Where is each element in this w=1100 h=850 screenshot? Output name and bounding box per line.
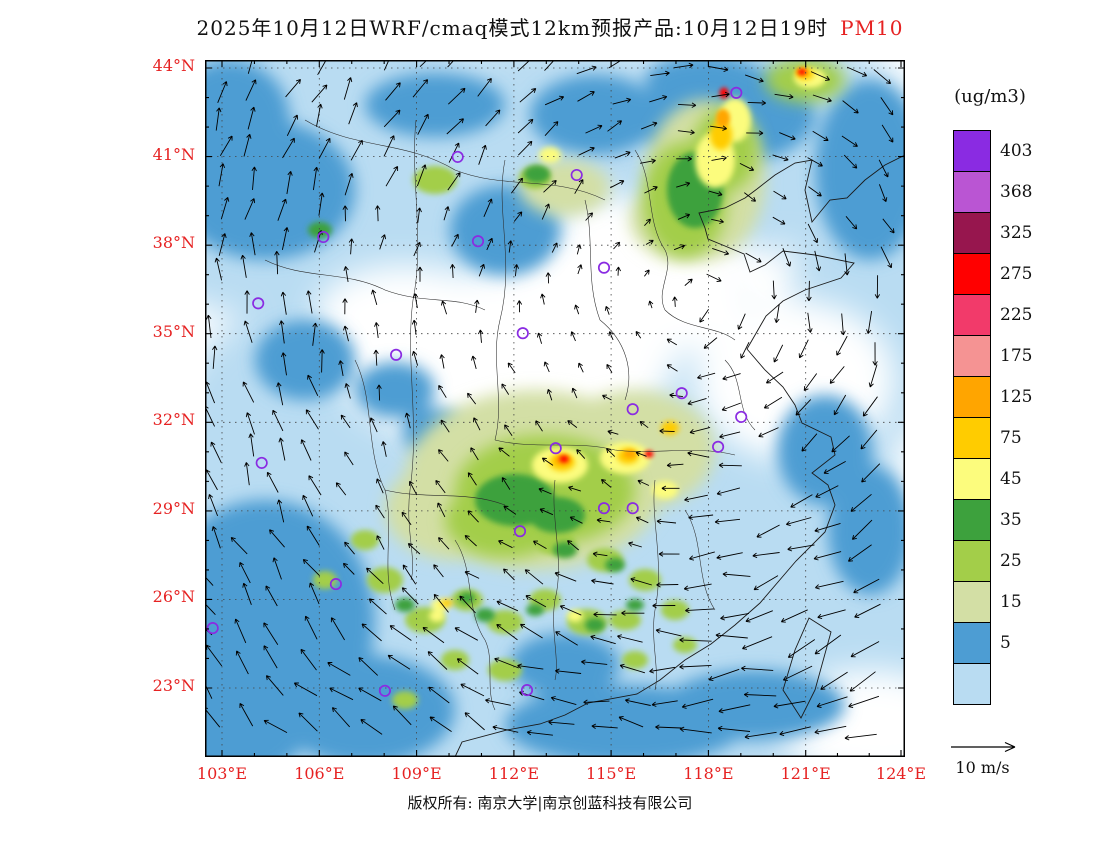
x-tick-label: 112°E — [488, 764, 539, 783]
taiwan-island — [782, 617, 832, 719]
graticule — [205, 60, 905, 757]
map-svg — [205, 60, 905, 757]
legend-color-box — [953, 581, 991, 623]
legend-level-label: 175 — [1000, 346, 1033, 366]
page-title: 2025年10月12日WRF/cmaq模式12km预报产品:10月12日19时 P… — [0, 12, 1100, 41]
legend-level-label: 5 — [1000, 633, 1011, 653]
legend-level-label: 35 — [1000, 510, 1022, 530]
legend-color-box — [953, 212, 991, 254]
station-marker — [378, 684, 391, 697]
station-marker — [520, 684, 534, 697]
legend-colorbar — [953, 130, 991, 705]
legend-color-box — [953, 130, 991, 172]
y-tick-label: 29°N — [152, 498, 195, 518]
legend-color-box — [953, 253, 991, 295]
legend-color-box — [953, 540, 991, 582]
station-marker — [735, 410, 748, 423]
station-marker — [626, 403, 639, 416]
title-pollutant: PM10 — [840, 16, 904, 40]
x-tick-label: 118°E — [683, 764, 734, 783]
station-marker — [516, 327, 529, 340]
legend-color-box — [953, 622, 991, 664]
legend-level-label: 45 — [1000, 469, 1022, 489]
station-marker — [513, 525, 527, 538]
legend-level-label: 225 — [1000, 305, 1033, 325]
station-marker — [206, 622, 219, 635]
title-main: 2025年10月12日WRF/cmaq模式12km预报产品:10月12日19时 — [196, 16, 829, 40]
y-tick-label: 35°N — [152, 321, 195, 341]
legend-level-label: 75 — [1000, 428, 1022, 448]
legend-color-box — [953, 663, 991, 705]
station-marker — [597, 502, 611, 515]
station-marker — [329, 578, 342, 591]
station-marker — [451, 150, 464, 163]
station-marker — [317, 230, 330, 244]
station-marker — [390, 348, 403, 361]
contour-layer — [205, 60, 905, 757]
legend-level-label: 325 — [1000, 223, 1033, 243]
legend-level-label: 275 — [1000, 264, 1033, 284]
axis-ticks — [205, 60, 905, 757]
legend-unit-label: (ug/m3) — [954, 86, 1026, 107]
x-tick-label: 121°E — [780, 764, 831, 783]
legend-color-box — [953, 294, 991, 336]
station-marker-layer — [206, 86, 748, 697]
y-tick-label: 41°N — [152, 144, 195, 164]
legend-level-label: 368 — [1000, 182, 1033, 202]
map-border — [205, 60, 905, 757]
station-marker — [597, 261, 611, 274]
station-marker — [675, 387, 688, 400]
station-marker — [712, 440, 725, 453]
legend-level-label: 403 — [1000, 141, 1033, 161]
x-tick-label: 106°E — [294, 764, 345, 783]
station-marker — [255, 456, 268, 469]
legend-color-box — [953, 171, 991, 213]
legend-level-label: 25 — [1000, 551, 1022, 571]
coastline-north — [756, 154, 905, 224]
x-tick-label: 115°E — [585, 764, 637, 783]
legend-color-box — [953, 335, 991, 377]
map-canvas — [205, 60, 905, 757]
station-marker — [549, 442, 562, 455]
coastline — [454, 188, 855, 757]
legend-color-box — [953, 376, 991, 418]
y-tick-label: 32°N — [152, 410, 195, 430]
legend-color-box — [953, 458, 991, 500]
wind-reference-label: 10 m/s — [955, 758, 1010, 777]
y-tick-label: 26°N — [152, 587, 195, 607]
station-marker — [252, 297, 265, 310]
x-tick-label: 103°E — [196, 764, 248, 783]
wind-reference-arrow — [951, 741, 1016, 753]
x-tick-label: 109°E — [391, 764, 442, 783]
legend-level-label: 125 — [1000, 387, 1033, 407]
station-marker — [730, 86, 743, 99]
wind-vector-layer — [205, 60, 895, 741]
legend-color-box — [953, 499, 991, 541]
coastline-borders — [264, 119, 905, 757]
legend-color-box — [953, 417, 991, 459]
copyright-footer: 版权所有: 南京大学|南京创蓝科技有限公司 — [407, 794, 693, 812]
station-marker — [570, 168, 583, 182]
legend-level-label: 15 — [1000, 592, 1022, 612]
station-marker — [471, 235, 485, 248]
y-tick-label: 23°N — [152, 676, 195, 695]
y-tick-label: 44°N — [152, 56, 195, 75]
y-tick-label: 38°N — [152, 233, 195, 253]
station-marker — [626, 502, 639, 515]
x-tick-label: 124°E — [875, 764, 927, 783]
